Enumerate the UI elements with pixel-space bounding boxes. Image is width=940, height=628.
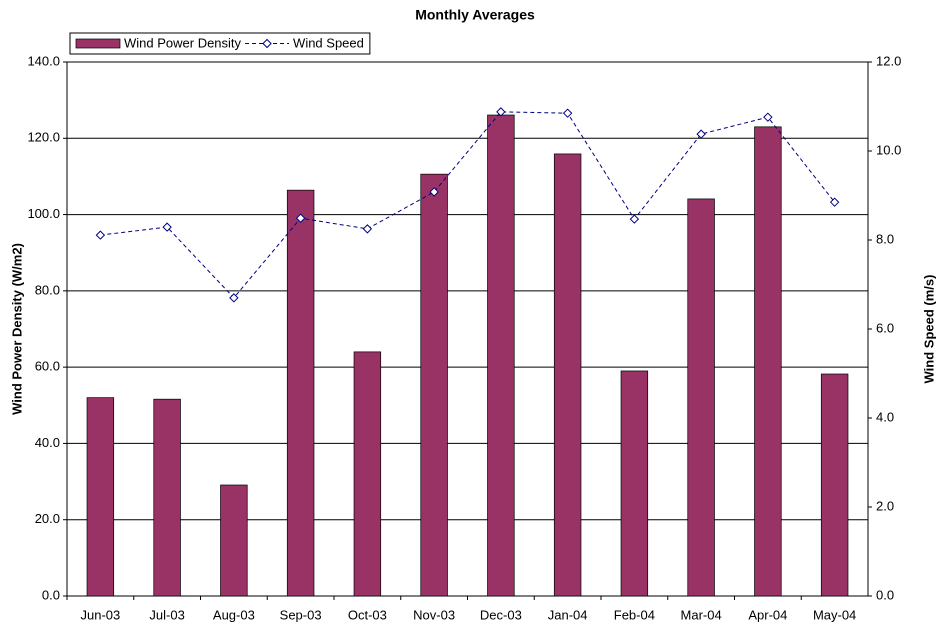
point xyxy=(95,230,106,240)
legend-marker xyxy=(262,38,272,49)
y-tick-label: 140.0 xyxy=(27,53,60,68)
legend-swatch xyxy=(75,38,121,49)
bar xyxy=(153,398,181,597)
x-tick-label: Feb-04 xyxy=(614,607,655,622)
point xyxy=(496,107,506,117)
y2-tick-label: 2.0 xyxy=(876,498,894,513)
y-tick-label: 0.0 xyxy=(42,587,60,602)
y2-tick-label: 8.0 xyxy=(876,231,894,246)
point xyxy=(229,293,239,303)
y2-tick-label: 12.0 xyxy=(876,53,901,68)
bar xyxy=(286,189,315,597)
y-tick-label: 20.0 xyxy=(35,511,60,526)
bar xyxy=(353,351,382,597)
point xyxy=(562,108,573,118)
point xyxy=(162,222,172,232)
y2-tick-label: 0.0 xyxy=(876,587,894,602)
bar xyxy=(754,126,782,597)
y-tick-label: 80.0 xyxy=(35,282,60,297)
bar xyxy=(220,484,248,597)
y2-tick-label: 4.0 xyxy=(876,409,894,424)
bar xyxy=(86,397,115,597)
y2-tick-label: 10.0 xyxy=(876,142,901,157)
x-tick-label: May-04 xyxy=(813,607,856,622)
x-tick-label: Sep-03 xyxy=(280,607,322,622)
point xyxy=(763,112,773,122)
legend xyxy=(69,32,371,55)
point xyxy=(362,224,373,234)
x-tick-label: Dec-03 xyxy=(480,607,522,622)
x-tick-label: Jul-03 xyxy=(149,607,184,622)
line xyxy=(100,111,836,299)
y-tick-label: 100.0 xyxy=(27,206,60,221)
chart-title: Monthly Averages xyxy=(415,7,535,23)
point xyxy=(696,129,706,139)
bar xyxy=(687,198,715,597)
x-tick-label: Nov-03 xyxy=(413,607,455,622)
y2-tick-label: 6.0 xyxy=(876,320,894,335)
point xyxy=(629,214,640,224)
bar xyxy=(487,114,515,597)
bar xyxy=(620,370,649,597)
legend-label: Wind Speed xyxy=(293,35,364,50)
bar xyxy=(553,153,582,597)
y-tick-label: 40.0 xyxy=(35,435,60,450)
y-tick-label: 60.0 xyxy=(35,359,60,374)
point xyxy=(429,187,439,197)
x-tick-label: Aug-03 xyxy=(213,607,255,622)
point xyxy=(295,213,306,223)
bar xyxy=(820,373,849,597)
y-axis-title: Wind Power Density (W/m2) xyxy=(9,243,24,415)
x-tick-label: Mar-04 xyxy=(681,607,722,622)
bar xyxy=(420,173,448,597)
point xyxy=(829,197,840,207)
x-tick-label: Jun-03 xyxy=(81,607,121,622)
x-tick-label: Oct-03 xyxy=(348,607,387,622)
y2-axis-title: Wind Speed (m/s) xyxy=(921,275,936,384)
legend-label: Wind Power Density xyxy=(124,35,242,50)
x-tick-label: Jan-04 xyxy=(548,607,588,622)
y-tick-label: 120.0 xyxy=(27,130,60,145)
x-tick-label: Apr-04 xyxy=(748,607,787,622)
